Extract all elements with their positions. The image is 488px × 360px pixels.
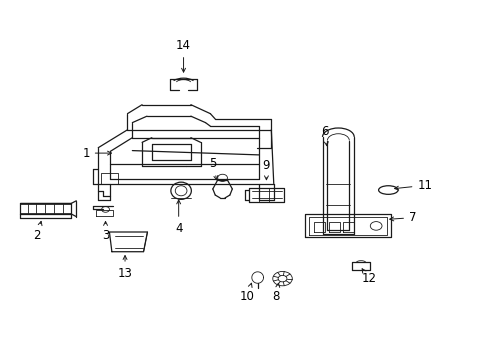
- Text: 10: 10: [239, 283, 254, 303]
- Text: 14: 14: [176, 39, 191, 72]
- Text: 2: 2: [34, 221, 42, 242]
- Text: 6: 6: [321, 125, 328, 146]
- Text: 1: 1: [82, 147, 111, 159]
- Text: 13: 13: [117, 256, 132, 280]
- Text: 4: 4: [175, 200, 182, 235]
- Text: 3: 3: [102, 221, 109, 242]
- Text: 7: 7: [389, 211, 416, 224]
- Text: 12: 12: [361, 269, 376, 285]
- Text: 9: 9: [262, 159, 270, 180]
- Text: 5: 5: [209, 157, 217, 180]
- Text: 11: 11: [394, 179, 431, 192]
- Text: 8: 8: [272, 283, 279, 303]
